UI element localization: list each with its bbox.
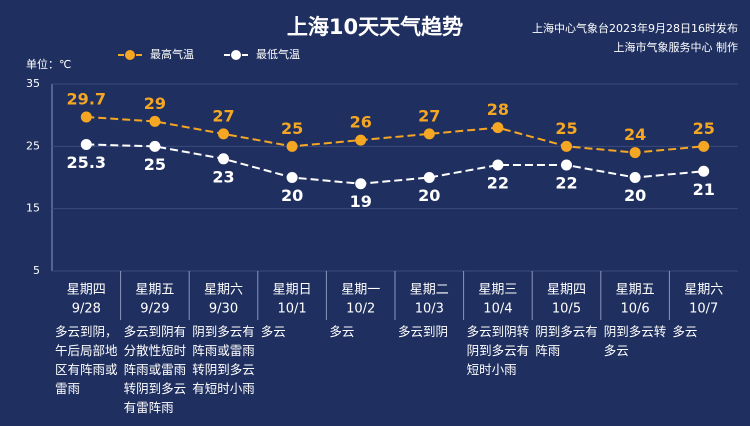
point: [492, 122, 504, 134]
weather-text: 多云到阴，午后局部地区有阵雨或雷雨: [55, 324, 118, 396]
weather-text: 多云到阴有分散性短时阵雨或雷雨转阴到多云有雷阵雨: [123, 324, 187, 415]
x-tick-label: 10/7: [689, 302, 718, 317]
weather-text: 多云: [260, 324, 286, 339]
point: [423, 128, 435, 140]
weather-text: 多云: [672, 324, 698, 339]
value-label: 25: [555, 119, 577, 138]
x-tick-label: 10/2: [346, 302, 375, 317]
point: [492, 159, 504, 171]
y-tick-label: 25: [26, 139, 40, 152]
value-label: 25: [144, 155, 166, 174]
point: [149, 140, 161, 152]
weather-text: 阴到多云有阵雨: [535, 324, 598, 358]
weekday: 星期六: [204, 283, 243, 298]
weather-text: 阴到多云有阵雨或雷雨转阴到多云有短时小雨: [192, 324, 255, 396]
point: [218, 128, 229, 140]
value-label: 22: [487, 174, 509, 193]
weather-text: 阴到多云转多云: [603, 324, 667, 358]
weather-text: 多云到阴转阴到多云有短时小雨: [466, 324, 530, 377]
point: [355, 178, 367, 190]
y-tick-label: 15: [26, 202, 40, 215]
weekday: 星期五: [135, 283, 174, 298]
weekday: 星期四: [547, 283, 586, 298]
legend-marker: [231, 50, 241, 60]
point: [80, 111, 92, 123]
point: [629, 172, 641, 183]
y-tick-label: 35: [26, 77, 40, 90]
point: [80, 138, 92, 150]
value-label: 25.3: [67, 153, 106, 172]
value-label: 20: [281, 186, 303, 205]
y-tick-label: 5: [33, 264, 40, 277]
weather-text: 多云: [329, 324, 355, 339]
legend-marker: [125, 50, 135, 60]
x-tick-label: 9/29: [140, 302, 169, 317]
point: [698, 140, 710, 152]
legend-label: 最低气温: [256, 47, 300, 61]
value-label: 20: [418, 186, 440, 205]
chart-title: 上海10天天气趋势: [287, 15, 463, 39]
x-tick-label: 10/3: [415, 302, 444, 317]
x-tick-label: 10/5: [552, 302, 581, 317]
y-axis-label: 单位：℃: [26, 57, 71, 71]
point: [423, 172, 435, 183]
value-label: 28: [487, 100, 509, 119]
weekday: 星期一: [341, 283, 380, 298]
x-tick-label: 10/1: [277, 302, 306, 317]
value-label: 26: [350, 113, 372, 132]
point: [286, 140, 298, 152]
value-label: 19: [350, 192, 372, 211]
legend-label: 最高气温: [150, 47, 194, 61]
value-label: 20: [624, 186, 646, 205]
weekday: 星期日: [273, 283, 312, 298]
value-label: 29: [144, 94, 166, 113]
point: [561, 159, 572, 171]
point: [698, 165, 710, 177]
x-tick-label: 10/6: [620, 302, 649, 317]
value-label: 23: [212, 167, 234, 186]
point: [629, 147, 641, 159]
x-tick-label: 9/28: [72, 302, 101, 317]
value-label: 25: [281, 119, 303, 138]
weekday: 星期六: [684, 283, 723, 298]
value-label: 25: [693, 119, 715, 138]
x-tick-label: 10/4: [483, 302, 512, 317]
value-label: 27: [212, 106, 234, 125]
point: [149, 115, 161, 127]
value-label: 29.7: [67, 90, 106, 109]
weekday: 星期五: [616, 283, 655, 298]
point: [218, 153, 229, 165]
value-label: 27: [418, 106, 440, 125]
source: 上海中心气象台2023年9月28日16时发布: [532, 21, 738, 35]
x-tick-label: 9/30: [209, 302, 238, 317]
point: [561, 140, 572, 152]
series-line: [86, 143, 704, 185]
value-label: 22: [555, 174, 577, 193]
weekday: 星期四: [67, 283, 106, 298]
series-line: [86, 116, 704, 154]
value-label: 24: [624, 125, 646, 144]
source: 上海市气象服务中心 制作: [614, 40, 739, 54]
point: [286, 172, 298, 183]
point: [355, 134, 367, 146]
weekday: 星期二: [410, 283, 449, 298]
weekday: 星期三: [478, 283, 517, 298]
value-label: 21: [693, 180, 715, 199]
weather-text: 多云到阴: [398, 324, 449, 339]
